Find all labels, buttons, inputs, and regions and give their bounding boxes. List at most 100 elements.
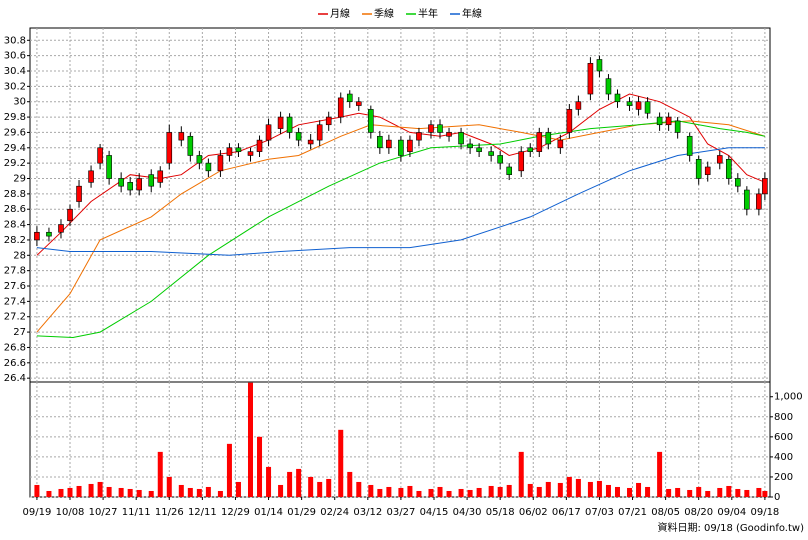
y2-tick-label: 200 — [774, 472, 793, 483]
candle-body — [467, 143, 473, 149]
volume-bar — [377, 488, 383, 497]
y2-tick-label: 1,000 — [774, 392, 803, 403]
x-tick-label: 07/21 — [618, 507, 647, 518]
volume-bar — [657, 451, 663, 497]
candle-body — [536, 132, 543, 152]
volume-bar — [744, 489, 750, 497]
x-tick-label: 10/27 — [89, 507, 118, 518]
volume-bar — [735, 488, 741, 497]
volume-bar — [217, 490, 223, 497]
ma-line — [36, 120, 766, 339]
volume-bar — [476, 487, 482, 497]
y-tick-label: 26.8 — [4, 342, 26, 353]
y-tick-label: 27.6 — [4, 281, 26, 292]
volume-bar — [717, 487, 723, 497]
volume-bar — [247, 382, 253, 497]
volume-bar — [136, 489, 142, 497]
x-tick-label: 08/20 — [684, 507, 713, 518]
candle-body — [506, 166, 512, 175]
candle-body — [656, 116, 663, 126]
volume-bar — [347, 471, 353, 497]
candle-body — [58, 224, 64, 233]
y-tick-label: 28.4 — [4, 220, 26, 231]
candle-body — [127, 182, 133, 191]
candle-body — [566, 109, 573, 133]
y-tick-label: 29.2 — [4, 158, 26, 169]
y2-tick-label: 400 — [774, 452, 793, 463]
candle-body — [217, 155, 224, 172]
x-tick-label: 07/03 — [585, 507, 614, 518]
volume-bar — [338, 429, 344, 497]
candle-body — [735, 178, 741, 187]
y-tick-label: 28.6 — [4, 204, 26, 215]
volume-bar — [696, 486, 702, 497]
x-tick-label: 11/26 — [155, 507, 184, 518]
y-tick-label: 29.8 — [4, 112, 26, 123]
volume-bar — [127, 488, 133, 497]
candle-body — [725, 159, 732, 179]
volume-bar — [34, 484, 40, 497]
volume-bar — [756, 487, 762, 497]
volume-bar — [398, 487, 404, 497]
volume-bar — [566, 476, 572, 497]
candle-body — [587, 63, 594, 95]
volume-bar — [178, 484, 184, 497]
candle-body — [497, 155, 503, 164]
volume-bar — [428, 488, 434, 497]
x-tick-label: 06/02 — [519, 507, 548, 518]
x-tick-label: 09/04 — [717, 507, 746, 518]
volume-bar — [467, 489, 473, 497]
x-tick-label: 02/24 — [320, 507, 349, 518]
candle-body — [256, 139, 263, 152]
candle-body — [446, 132, 452, 137]
candle-body — [762, 178, 768, 195]
volume-bar — [266, 466, 272, 497]
volume-bar — [308, 476, 314, 497]
x-tick-label: 01/14 — [254, 507, 283, 518]
volume-bar — [97, 481, 103, 497]
candle-body — [34, 231, 40, 241]
y-tick-label: 27.8 — [4, 266, 26, 277]
candle-body — [635, 101, 642, 110]
volume-bar — [356, 481, 362, 497]
volume-bar — [575, 478, 581, 497]
ma-line — [36, 147, 765, 256]
volume-bar — [416, 490, 422, 497]
y-tick-label: 30 — [13, 97, 26, 108]
x-tick-label: 09/18 — [750, 507, 779, 518]
volume-bar — [76, 485, 82, 497]
candle-body — [605, 78, 612, 95]
y-tick-label: 26.6 — [4, 358, 26, 369]
legend-label: 季線 — [374, 7, 394, 20]
volume-bar — [446, 490, 452, 497]
volume-bar — [296, 468, 302, 497]
candle-body — [265, 124, 272, 141]
x-tick-label: 09/19 — [23, 507, 52, 518]
volume-bar — [518, 451, 524, 497]
candle-body — [67, 208, 73, 222]
y-tick-label: 30.8 — [4, 35, 26, 46]
candle-body — [157, 170, 164, 183]
volume-bar — [148, 490, 154, 497]
volume-bar — [317, 481, 323, 497]
candle-body — [235, 147, 242, 152]
volume-bar — [627, 487, 633, 497]
candle-body — [295, 132, 302, 141]
volume-bar — [46, 490, 52, 497]
volume-bar — [235, 481, 241, 497]
candle-body — [695, 159, 702, 179]
y2-tick-label: 800 — [774, 412, 793, 423]
candle-body — [518, 151, 525, 172]
candle-body — [407, 139, 413, 152]
volume-bar — [196, 488, 202, 497]
volume-bar — [596, 480, 602, 497]
volume-bar — [187, 487, 193, 497]
volume-bar — [527, 483, 533, 497]
volume-bar — [205, 486, 211, 497]
candle-body — [205, 162, 212, 172]
volume-bar — [605, 484, 611, 497]
candle-body — [575, 101, 582, 110]
candle-body — [416, 132, 422, 141]
volume-bar — [88, 483, 94, 497]
x-tick-label: 03/12 — [353, 507, 382, 518]
